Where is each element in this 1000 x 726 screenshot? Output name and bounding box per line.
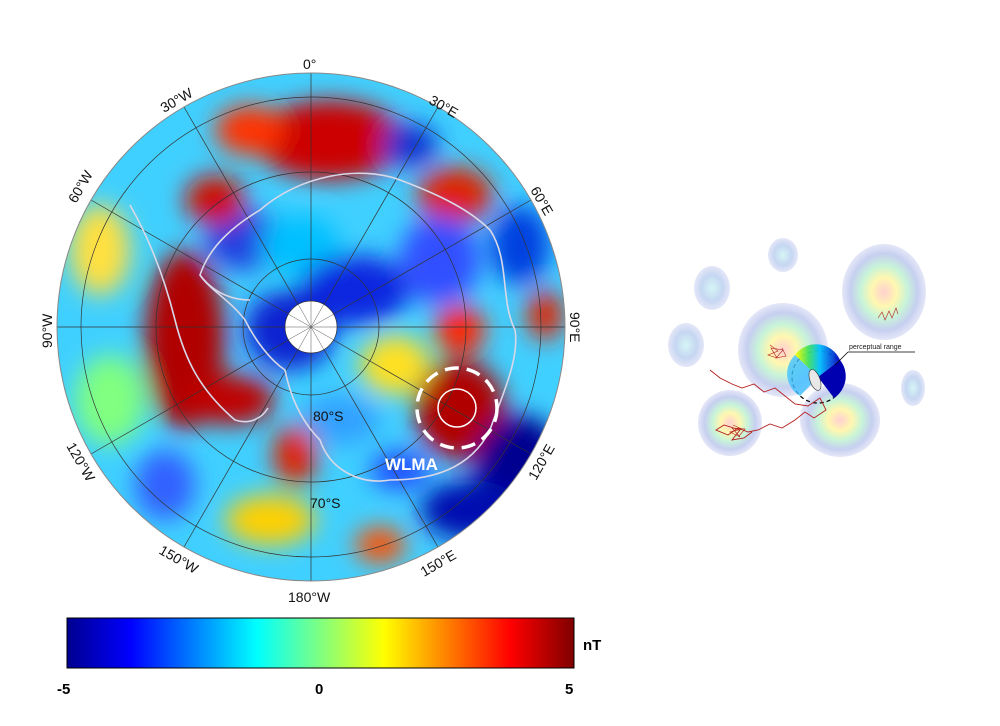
inset-diagram: perceptual range bbox=[668, 238, 926, 457]
lat-label-70s: 70°S bbox=[310, 495, 341, 511]
colorbar-mid-label: 0 bbox=[315, 681, 323, 698]
colorbar-min-label: -5 bbox=[57, 681, 70, 698]
anomaly-field bbox=[57, 73, 565, 581]
lat-label-80s: 80°S bbox=[313, 408, 344, 424]
wlma-marker bbox=[415, 366, 499, 450]
track-clusters bbox=[729, 307, 899, 438]
polar-anomaly-map: 0° 30°E 60°E 90°E 120°E 150°E 180°W 150°… bbox=[39, 56, 583, 605]
colorbar-gradient bbox=[66, 617, 575, 669]
colorbar: nT -5 0 5 bbox=[57, 617, 601, 698]
coastline bbox=[129, 172, 517, 482]
movement-track bbox=[709, 369, 827, 441]
region-label-wlma: WLMA bbox=[385, 455, 438, 474]
colorbar-max-label: 5 bbox=[565, 681, 573, 698]
colorbar-unit: nT bbox=[583, 637, 601, 654]
lon-label-90e: 90°E bbox=[567, 312, 583, 343]
pole-hole bbox=[284, 300, 338, 354]
perceptual-range-label: perceptual range bbox=[849, 344, 902, 351]
lon-label-0: 0° bbox=[303, 56, 316, 72]
perceptual-range-sector: perceptual range bbox=[787, 344, 915, 404]
lon-label-180w: 180°W bbox=[288, 589, 331, 605]
lon-label-90w: 90°W bbox=[39, 313, 55, 348]
